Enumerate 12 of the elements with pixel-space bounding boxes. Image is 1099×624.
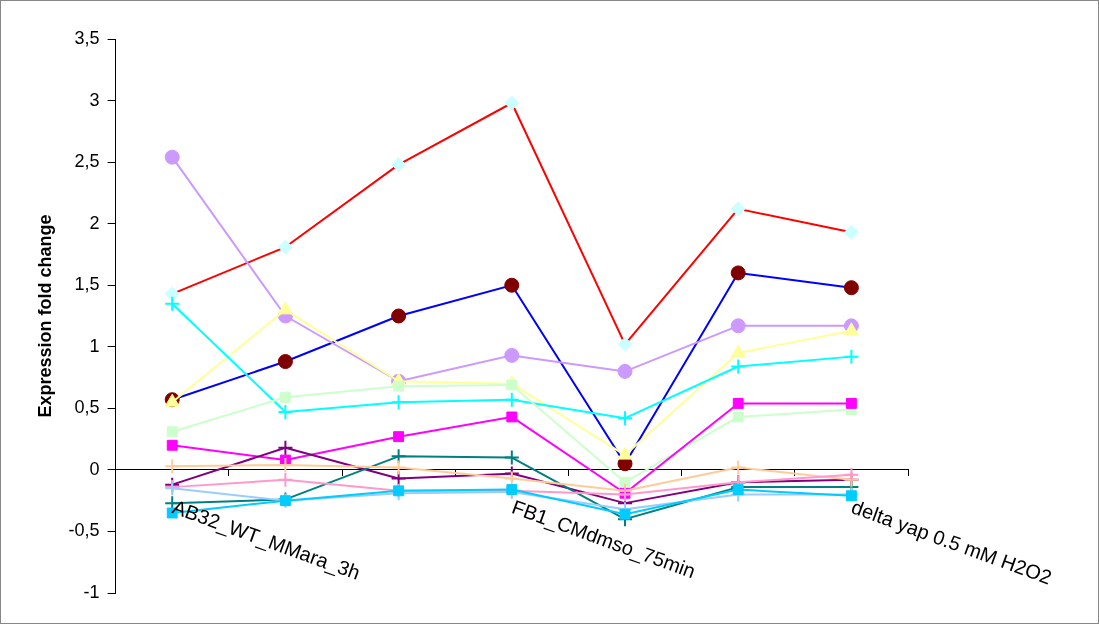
y-tick-label: 1,5 xyxy=(74,274,100,295)
x-tick-label: delta yap 0.5 mM H2O2 xyxy=(848,495,1055,589)
y-tick-label: -1 xyxy=(83,581,100,602)
y-tick-label: 2,5 xyxy=(74,151,100,172)
y-tick-label: -0,5 xyxy=(68,520,100,541)
y-tick-label: 2 xyxy=(89,212,100,233)
y-tick-label: 1 xyxy=(89,335,100,356)
y-tick-label: 3 xyxy=(89,89,100,110)
y-axis-title: Expression fold change xyxy=(34,214,55,418)
y-tick-label: 0 xyxy=(89,458,100,479)
y-tick-label: 0,5 xyxy=(74,397,100,418)
y-tick-label: 3,5 xyxy=(74,27,100,48)
